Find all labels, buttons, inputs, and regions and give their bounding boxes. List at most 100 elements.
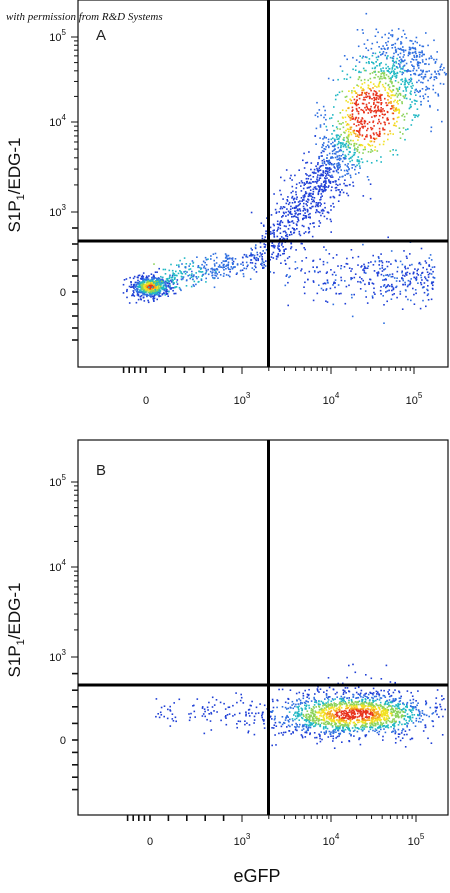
panel-a-dot	[340, 146, 342, 149]
panel-b-dot	[307, 701, 309, 703]
panel-a-dot	[331, 145, 334, 148]
panel-a-dot	[400, 79, 402, 81]
panel-b-dot	[378, 714, 380, 716]
panel-b-dot	[323, 731, 325, 734]
panel-a-dot	[241, 269, 244, 271]
panel-a-dot	[318, 157, 320, 160]
panel-b-dot	[347, 723, 349, 726]
panel-a-dot	[390, 90, 393, 93]
panel-b-dot	[333, 731, 335, 733]
panel-a-dot	[293, 231, 296, 234]
panel-b-dot	[334, 723, 337, 726]
panel-a-dot	[225, 260, 227, 262]
panel-b-dot	[432, 725, 435, 728]
panel-b-dot	[281, 716, 284, 718]
panel-a-dot	[357, 160, 360, 163]
panel-a-dot	[283, 179, 286, 182]
panel-a-dot	[292, 215, 295, 218]
panel-a-dot	[235, 273, 238, 275]
panel-a-dot	[385, 63, 387, 66]
panel-a-dot	[380, 161, 382, 163]
panel-a-dot	[334, 279, 337, 281]
panel-b-dot	[193, 710, 196, 713]
panel-a-dot	[362, 269, 364, 271]
panel-a-dot	[149, 287, 151, 290]
panel-a-dot	[418, 51, 420, 54]
panel-a-dot	[286, 238, 288, 240]
panel-b-dot	[300, 707, 303, 710]
panel-b-dot	[352, 663, 354, 666]
panel-b-dot	[340, 714, 343, 717]
panel-b-dot	[262, 718, 264, 721]
panel-a-dot	[333, 281, 335, 284]
panel-a-dot	[245, 267, 248, 270]
panel-b-dot	[388, 699, 391, 701]
panel-a-dot	[193, 274, 195, 276]
panel-a-dot	[346, 170, 349, 173]
panel-b-dot	[225, 715, 227, 717]
panel-a-dot	[433, 78, 436, 81]
panel-b-dot	[313, 718, 315, 720]
panel-b-dot	[378, 707, 381, 709]
panel-b-dot	[391, 711, 393, 714]
panel-a-dot	[328, 180, 330, 183]
panel-b-dot	[287, 719, 289, 722]
panel-a-dot	[387, 75, 390, 78]
panel-a-dot	[322, 208, 324, 211]
panel-a-dot	[360, 71, 362, 74]
panel-b-dot	[348, 727, 350, 729]
panel-a-dot	[323, 202, 326, 205]
panel-a-dot	[358, 160, 361, 163]
panel-b-dot	[365, 712, 367, 715]
panel-b-dot	[331, 713, 333, 716]
panel-b-dot	[274, 717, 276, 720]
panel-a-dot	[356, 95, 358, 98]
panel-a-dot	[298, 169, 300, 171]
panel-a-dot	[393, 100, 395, 103]
panel-a-dot	[256, 253, 259, 256]
panel-a-dot	[406, 257, 408, 259]
panel-b-dot	[262, 711, 264, 714]
panel-a-dot	[323, 162, 326, 165]
panel-b-dot	[412, 706, 415, 708]
panel-a-dot	[351, 277, 353, 280]
panel-b-dot	[331, 704, 334, 707]
panel-b-dot	[323, 713, 326, 715]
panel-a-dot	[328, 161, 331, 163]
panel-a-dot	[210, 255, 212, 257]
panel-a-dot	[153, 275, 155, 278]
panel-a-dot	[261, 256, 263, 258]
panel-b-dot	[300, 713, 303, 716]
panel-a-dot	[421, 59, 424, 61]
panel-a-dot	[285, 225, 287, 228]
panel-a-dot	[412, 272, 415, 275]
panel-b-dot	[319, 724, 322, 726]
panel-b-dot	[377, 706, 380, 709]
panel-b-dot	[409, 710, 412, 712]
panel-a-dot	[405, 62, 408, 65]
panel-a-dot	[255, 271, 258, 273]
panel-a-dot	[414, 277, 417, 280]
panel-a-dot	[168, 276, 171, 278]
panel-b-dot	[375, 713, 378, 716]
panel-a-dot	[375, 137, 378, 140]
panel-a-dot	[147, 282, 149, 284]
panel-a-dot	[280, 206, 282, 208]
panel-b-dot	[369, 728, 372, 731]
panel-b-dot	[206, 718, 208, 721]
panel-b-dot	[372, 699, 374, 702]
panel-a-dot	[427, 289, 429, 292]
panel-a-dot	[374, 71, 376, 73]
panel-a-dot	[408, 51, 410, 53]
panel-a-dot	[289, 210, 292, 213]
panel-b-dot	[384, 708, 386, 710]
panel-a-dot	[336, 143, 339, 146]
panel-b-dot	[304, 704, 306, 707]
panel-a-dot	[373, 270, 376, 272]
panel-a-dot	[283, 250, 285, 252]
panel-a-dot	[154, 292, 156, 295]
panel-a-dot	[345, 136, 348, 139]
panel-a-dot	[322, 260, 325, 263]
panel-a-dot	[345, 121, 347, 123]
panel-b-dot	[353, 721, 356, 724]
